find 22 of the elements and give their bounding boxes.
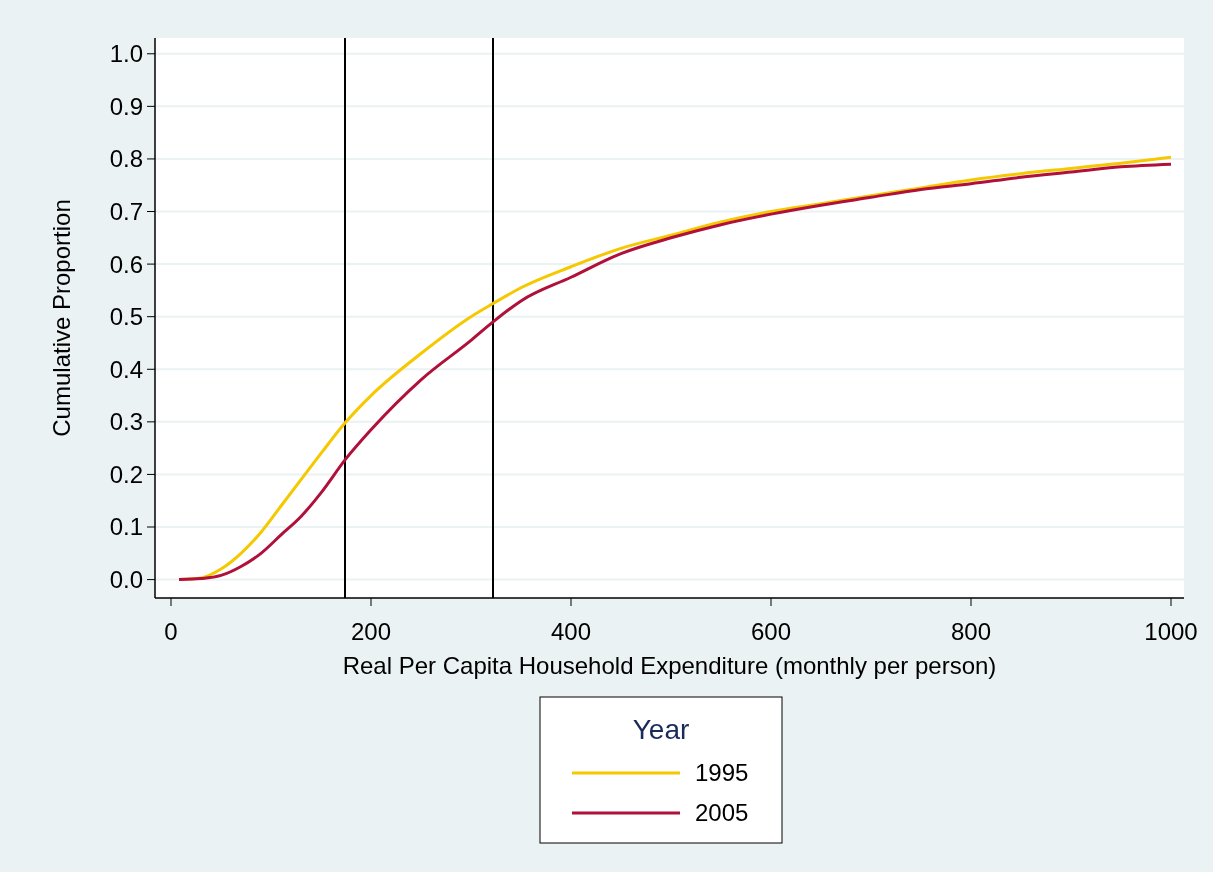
legend-title: Year bbox=[632, 714, 690, 745]
y-tick-label: 0.8 bbox=[109, 145, 143, 173]
y-tick-label: 0.9 bbox=[109, 92, 143, 120]
x-tick-label: 400 bbox=[550, 618, 592, 645]
legend-label: 1995 bbox=[695, 759, 749, 787]
x-tick-label: 0 bbox=[164, 618, 178, 645]
y-tick-label: 0.2 bbox=[109, 460, 143, 488]
y-tick-label: 0.7 bbox=[109, 197, 143, 225]
x-tick-label: 800 bbox=[950, 618, 992, 645]
y-tick-label: 0.5 bbox=[109, 303, 143, 331]
y-tick-label: 0.3 bbox=[109, 408, 143, 436]
x-tick-label: 200 bbox=[350, 618, 392, 645]
y-tick-label: 0.1 bbox=[109, 513, 143, 541]
y-tick-label: 0.4 bbox=[109, 355, 143, 383]
x-tick-label: 1000 bbox=[1144, 618, 1198, 645]
x-tick-label: 600 bbox=[750, 618, 792, 645]
y-axis-title: Cumulative Proportion bbox=[48, 199, 75, 437]
y-tick-label: 1.0 bbox=[109, 40, 143, 68]
y-tick-label: 0.0 bbox=[109, 566, 143, 593]
x-axis-title: Real Per Capita Household Expenditure (monthly per person) bbox=[342, 652, 997, 679]
y-tick-label: 0.6 bbox=[109, 250, 143, 278]
legend-label: 2005 bbox=[695, 799, 749, 827]
